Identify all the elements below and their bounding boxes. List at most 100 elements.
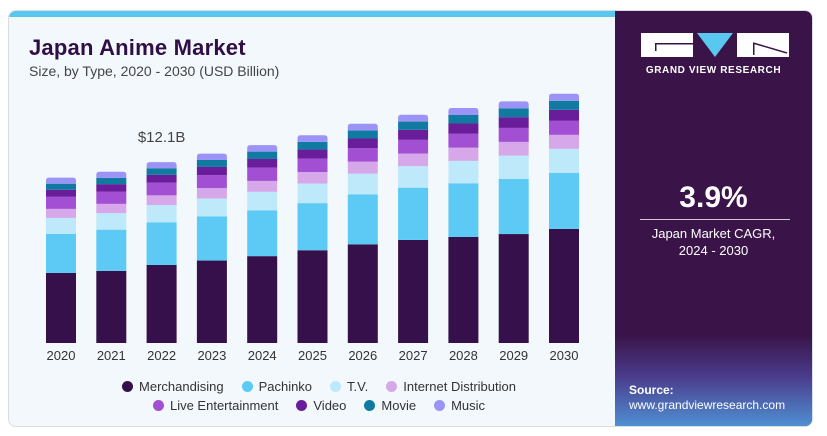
bar-segment-music-2030 (549, 93, 579, 101)
bar-segment-video-2030 (549, 109, 579, 121)
x-tick-label: 2021 (97, 348, 126, 363)
legend-dot-icon (296, 400, 308, 411)
legend-row: Merchandising Pachinko T.V. Internet Distri… (79, 377, 559, 396)
legend-item-video[interactable]: Video (296, 398, 346, 413)
bar-segment-merchandising-2024 (247, 256, 278, 343)
bar-segment-pachinko-2023 (196, 216, 227, 261)
legend-label: Pachinko (258, 379, 313, 394)
bar-segment-internet-distribution-2026 (347, 161, 378, 174)
bar-stack-2023 (196, 153, 227, 343)
bar-segment-movie-2022 (146, 168, 177, 175)
legend-label: Music (451, 398, 486, 413)
bar-segment-internet-distribution-2021 (96, 203, 127, 214)
bar-segment-t-v-2030 (549, 148, 579, 173)
bar-segment-t-v-2024 (247, 191, 278, 211)
bar-segment-t-v-2022 (146, 205, 177, 223)
source-block: Source: www.grandviewresearch.com (629, 383, 785, 413)
summary-panel: GRAND VIEW RESEARCH 3.9% Japan Market CA… (615, 11, 812, 426)
source-link[interactable]: www.grandviewresearch.com (629, 398, 786, 412)
bar-segment-video-2020 (46, 189, 76, 197)
bar-stack-2027 (398, 114, 429, 343)
bar-segment-music-2023 (196, 153, 227, 161)
data-label-2022: $12.1B (138, 129, 186, 146)
bar-segment-video-2029 (498, 117, 529, 128)
legend-item-t-v[interactable]: T.V. (330, 379, 368, 394)
legend-dot-icon (434, 400, 446, 411)
bar-segment-video-2027 (398, 129, 429, 140)
bar-segment-pachinko-2025 (297, 203, 328, 251)
bar-stack-2029 (498, 101, 529, 343)
bar-segment-merchandising-2029 (498, 234, 529, 343)
legend-label: Merchandising (139, 379, 224, 394)
bar-segment-video-2024 (247, 158, 278, 168)
bar-segment-video-2026 (347, 138, 378, 149)
legend-label: Movie (381, 398, 417, 413)
bar-segment-movie-2029 (498, 108, 529, 118)
bar-segment-movie-2023 (196, 160, 227, 167)
legend-item-pachinko[interactable]: Pachinko (241, 379, 313, 394)
bar-stack-2024 (247, 145, 278, 343)
bar-segment-pachinko-2021 (96, 229, 127, 271)
bar-segment-movie-2025 (297, 141, 328, 150)
bar-segment-internet-distribution-2027 (398, 153, 429, 167)
stacked-bar-chart: 2020 2021 2022 2023 2024 2025 2026 2027 2028 2029… (46, 93, 579, 363)
x-tick-label: 2029 (499, 348, 528, 363)
bar-segment-live-entertainment-2024 (247, 167, 278, 181)
bar-segment-video-2028 (448, 123, 479, 134)
bar-segment-live-entertainment-2029 (498, 127, 529, 142)
bar-stack-2030 (549, 93, 579, 343)
legend-dot-icon (364, 400, 376, 411)
bar-segment-internet-distribution-2029 (498, 141, 529, 156)
bar-segment-pachinko-2024 (247, 210, 278, 257)
bar-segment-video-2021 (96, 184, 127, 192)
bar-segment-live-entertainment-2022 (146, 182, 177, 196)
bar-stack-2025 (297, 135, 328, 343)
divider (640, 219, 790, 220)
bar-segment-movie-2030 (549, 100, 579, 110)
bar-segment-internet-distribution-2020 (46, 208, 76, 218)
x-tick-label: 2025 (298, 348, 327, 363)
x-tick-label: 2028 (449, 348, 478, 363)
source-label: Source: (629, 383, 674, 397)
bar-segment-live-entertainment-2020 (46, 196, 76, 209)
legend-dot-icon (386, 381, 398, 392)
bar-segment-video-2023 (196, 166, 227, 176)
legend-item-live-entertainment[interactable]: Live Entertainment (152, 398, 278, 413)
brand-name: GRAND VIEW RESEARCH (645, 65, 782, 76)
bar-segment-movie-2020 (46, 183, 76, 190)
legend-item-internet-distribution[interactable]: Internet Distribution (386, 379, 516, 394)
bar-segment-merchandising-2027 (398, 239, 429, 343)
cagr-label-line1: Japan Market CAGR, (651, 226, 776, 241)
bar-segment-pachinko-2029 (498, 178, 529, 235)
bar-segment-music-2027 (398, 114, 429, 122)
x-tick-label: 2024 (248, 348, 277, 363)
bar-segment-merchandising-2025 (297, 250, 328, 343)
bar-segment-pachinko-2026 (347, 194, 378, 245)
bar-segment-merchandising-2028 (448, 237, 479, 343)
legend-item-music[interactable]: Music (434, 398, 485, 413)
legend-item-merchandising[interactable]: Merchandising (122, 379, 224, 394)
bar-segment-live-entertainment-2021 (96, 191, 127, 204)
bar-segment-live-entertainment-2028 (448, 133, 479, 148)
bar-segment-movie-2026 (347, 130, 378, 139)
bar-segment-movie-2027 (398, 121, 429, 130)
x-tick-label: 2027 (399, 348, 428, 363)
bar-segment-music-2021 (96, 171, 127, 178)
bar-stack-2020 (46, 177, 76, 343)
bar-segment-internet-distribution-2025 (297, 172, 328, 184)
bar-segment-music-2029 (498, 101, 529, 109)
bar-segment-merchandising-2021 (96, 270, 127, 343)
legend-dot-icon (241, 381, 253, 392)
bar-segment-merchandising-2030 (549, 228, 579, 343)
bar-segment-t-v-2021 (96, 213, 127, 230)
bar-segment-live-entertainment-2025 (297, 158, 328, 173)
x-tick-label: 2020 (47, 348, 76, 363)
bar-segment-music-2022 (146, 162, 177, 169)
bar-segment-internet-distribution-2022 (146, 195, 177, 206)
bar-segment-internet-distribution-2023 (196, 188, 227, 199)
bar-segment-movie-2021 (96, 177, 127, 185)
bar-segment-t-v-2028 (448, 160, 479, 184)
bar-segment-live-entertainment-2026 (347, 148, 378, 162)
bar-stack-2028 (448, 108, 479, 343)
legend-item-movie[interactable]: Movie (364, 398, 416, 413)
